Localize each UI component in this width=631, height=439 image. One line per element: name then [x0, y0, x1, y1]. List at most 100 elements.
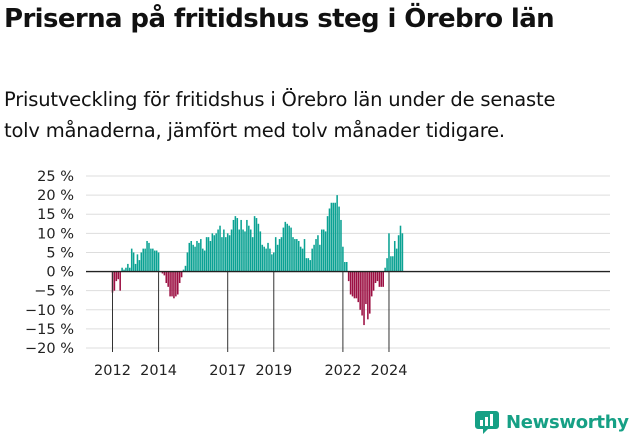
price-change-bar-chart: 25 % 20 % 15 % 10 % 5 % 0 % −5 % −10 % −15 % −20 … — [25, 160, 610, 379]
bar — [144, 248, 146, 272]
bar — [326, 216, 329, 272]
y-tick-label: 15 % — [37, 207, 74, 223]
annotations: 10 % — [397, 160, 435, 164]
bar — [236, 218, 239, 272]
bar — [388, 233, 390, 272]
bar — [365, 271, 367, 305]
bar — [274, 237, 277, 272]
bar — [163, 271, 166, 276]
bar — [115, 271, 118, 282]
bar — [296, 239, 298, 272]
bar — [127, 263, 129, 272]
bar — [132, 252, 135, 272]
bar — [152, 248, 154, 272]
bar — [393, 240, 396, 272]
bar — [397, 235, 400, 272]
bar — [299, 246, 302, 272]
bar — [173, 271, 175, 299]
bar — [321, 229, 323, 272]
bar — [213, 235, 216, 272]
bar — [357, 271, 360, 303]
bar — [347, 271, 350, 282]
x-tick-label: 2024 — [371, 363, 408, 379]
bar — [374, 271, 377, 284]
bar — [184, 265, 187, 272]
y-axis-tick-labels: 25 % 20 % 15 % 10 % 5 % 0 % −5 % −10 % −15 % −20 … — [25, 169, 74, 357]
bar — [188, 242, 191, 272]
bar — [353, 271, 356, 299]
last-value-label: 10 % — [397, 160, 435, 164]
bar — [328, 208, 331, 272]
bar — [271, 254, 273, 272]
bar — [307, 258, 310, 272]
bar — [153, 250, 156, 272]
bar — [203, 250, 206, 272]
bar — [180, 271, 183, 278]
bar — [305, 258, 308, 272]
bar — [276, 244, 279, 272]
bars — [111, 195, 404, 326]
bar — [390, 256, 392, 272]
bar — [138, 260, 141, 272]
bar — [192, 244, 194, 272]
bar — [369, 271, 371, 314]
newsworthy-logo-icon — [475, 411, 499, 434]
bar — [200, 239, 202, 272]
y-tick-label: −5 % — [34, 284, 74, 300]
bar — [367, 271, 369, 320]
bar — [196, 240, 198, 272]
bar — [228, 235, 231, 272]
bar — [338, 206, 340, 272]
bar — [340, 219, 342, 272]
x-tick-label: 2019 — [255, 363, 292, 379]
bar — [215, 233, 217, 272]
x-tick-label: 2012 — [94, 363, 131, 379]
y-tick-label: 5 % — [46, 245, 74, 261]
bar — [401, 233, 404, 272]
bar — [351, 271, 354, 297]
bar — [142, 248, 144, 272]
brand-name: Newsworthy — [506, 411, 629, 433]
bar — [309, 260, 312, 272]
bar — [382, 271, 384, 287]
bar — [190, 240, 192, 272]
bar — [322, 229, 325, 272]
page-title: Priserna på fritidshus steg i Örebro län — [4, 4, 555, 34]
bar — [161, 271, 164, 274]
bar — [282, 227, 285, 272]
bar — [280, 237, 283, 272]
bar — [361, 271, 363, 316]
bar — [363, 271, 365, 326]
bar — [157, 252, 160, 272]
bar — [244, 231, 246, 272]
bar — [278, 239, 281, 272]
bar — [205, 237, 208, 272]
bar — [284, 221, 287, 272]
bar — [201, 248, 204, 272]
x-tick-label: 2017 — [209, 363, 246, 379]
bar — [269, 248, 271, 272]
bar — [317, 235, 319, 272]
bar — [242, 229, 244, 272]
bar — [349, 271, 352, 295]
y-tick-label: −20 % — [25, 341, 74, 357]
bar — [251, 237, 254, 272]
bar — [342, 246, 344, 272]
bar — [290, 227, 292, 272]
bar — [217, 229, 219, 272]
bar — [209, 240, 212, 272]
bar — [267, 242, 269, 272]
bar — [370, 271, 373, 297]
bar — [249, 229, 252, 272]
bar — [211, 233, 214, 272]
bar — [330, 202, 333, 272]
brand: Newsworthy — [474, 408, 629, 436]
bar — [171, 271, 173, 297]
bar — [123, 269, 125, 272]
bar — [178, 271, 181, 284]
bar — [261, 244, 264, 272]
bar — [324, 231, 327, 272]
bar — [248, 225, 250, 272]
bar — [336, 195, 338, 272]
bar — [255, 218, 258, 272]
